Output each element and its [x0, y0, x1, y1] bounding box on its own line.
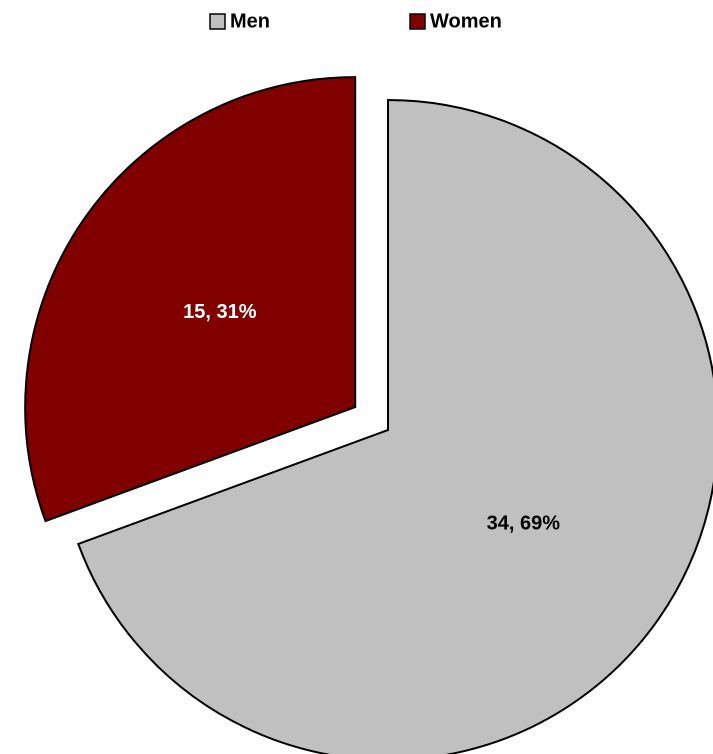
pie-slice	[77, 98, 713, 754]
data-label: 15, 31%	[183, 301, 257, 323]
data-label: 34, 69%	[487, 513, 561, 535]
legend-swatch	[409, 13, 426, 30]
pie-slice	[24, 76, 357, 523]
legend-label: Men	[230, 10, 270, 32]
legend-swatch	[209, 13, 226, 30]
legend-label: Women	[430, 10, 502, 32]
